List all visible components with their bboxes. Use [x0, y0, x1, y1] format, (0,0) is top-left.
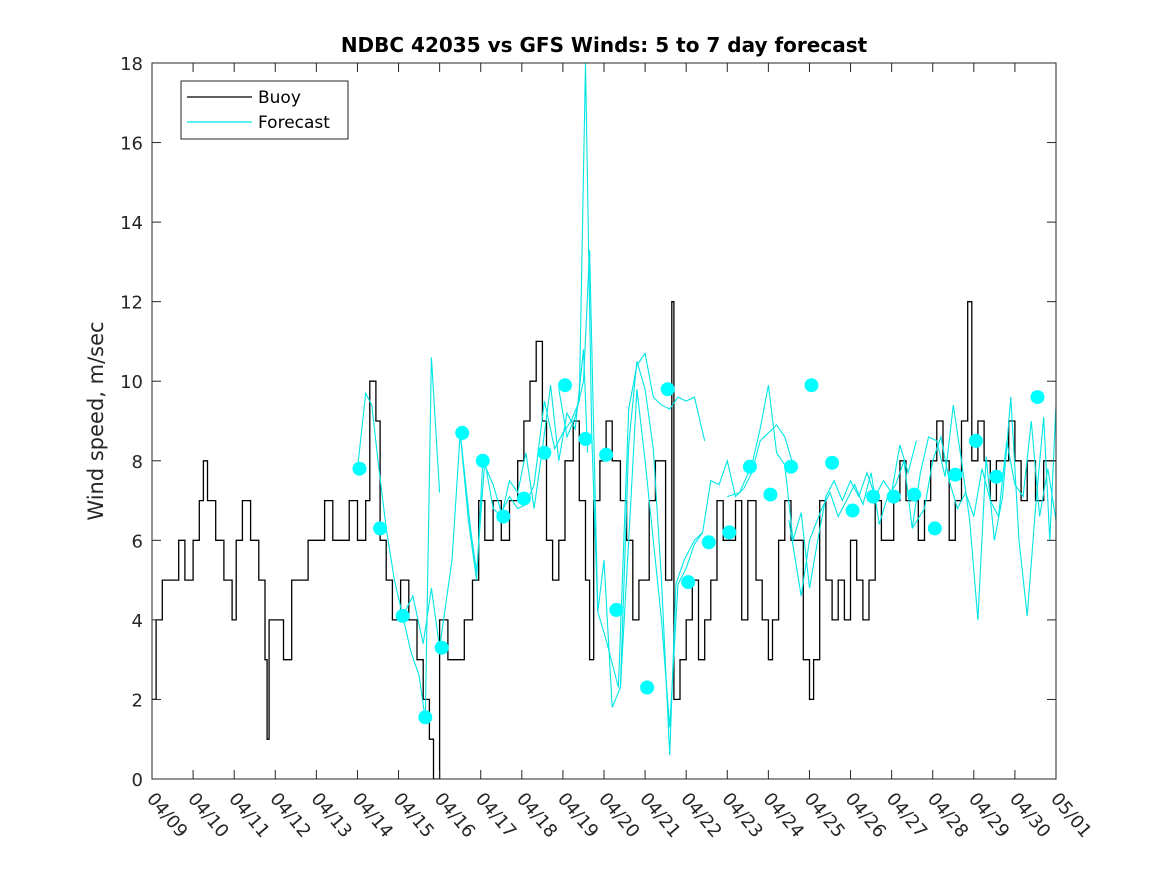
forecast-marker-2 [373, 521, 388, 536]
x-tick-label: 04/30 [1005, 789, 1054, 842]
y-tick-label: 14 [120, 213, 143, 234]
x-tick-label: 04/29 [964, 789, 1013, 842]
y-tick-label: 16 [120, 134, 143, 155]
x-axis: 04/0904/1004/1104/1204/1304/1404/1504/16… [142, 63, 1096, 842]
forecast-marker-4 [418, 710, 433, 725]
forecast-marker-21 [763, 487, 778, 502]
forecast-marker-10 [537, 445, 552, 460]
forecast-series-line-7 [788, 397, 1056, 620]
y-tick-label: 6 [132, 531, 143, 552]
x-tick-label: 04/15 [389, 789, 438, 842]
legend-box [180, 80, 349, 140]
legend-label-2: Forecast [258, 113, 330, 133]
x-tick-label: 04/25 [800, 789, 849, 842]
forecast-marker-24 [825, 455, 840, 470]
forecast-marker-19 [722, 525, 737, 540]
x-tick-label: 04/19 [553, 789, 602, 842]
forecast-series-line-5 [619, 361, 794, 756]
plot-frame [151, 62, 1057, 780]
plot-series [152, 63, 1056, 779]
forecast-marker-14 [609, 602, 624, 617]
forecast-marker-3 [395, 608, 410, 623]
x-tick-label: 04/27 [882, 789, 931, 842]
forecast-series-line-4 [558, 249, 706, 688]
y-tick-label: 0 [132, 770, 143, 791]
forecast-series-line-6 [727, 385, 917, 589]
forecast-marker-7 [475, 453, 490, 468]
y-tick-label: 2 [132, 690, 143, 711]
y-tick-label: 8 [132, 452, 143, 473]
x-tick-label: 04/22 [676, 789, 725, 842]
forecast-marker-22 [784, 459, 798, 474]
y-tick-label: 10 [120, 372, 143, 393]
forecast-marker-8 [496, 509, 511, 524]
forecast-marker-5 [434, 640, 449, 655]
legend-label-1: Buoy [258, 88, 301, 108]
forecast-series-line-8 [911, 420, 1056, 529]
forecast-marker-1 [352, 461, 367, 476]
buoy-series-line [152, 301, 1056, 779]
forecast-marker-29 [927, 521, 942, 536]
forecast-marker-30 [948, 467, 963, 482]
x-tick-label: 04/09 [142, 789, 191, 842]
forecast-marker-12 [578, 431, 593, 446]
forecast-marker-23 [804, 378, 819, 393]
forecast-marker-13 [599, 447, 614, 462]
y-tick-label: 4 [132, 611, 143, 632]
forecast-marker-15 [640, 680, 655, 695]
forecast-marker-32 [989, 469, 1004, 484]
forecast-marker-16 [660, 382, 675, 397]
x-tick-label: 04/13 [307, 789, 356, 842]
forecast-marker-18 [701, 535, 716, 550]
forecast-marker-26 [866, 489, 881, 504]
x-tick-label: 05/01 [1046, 789, 1095, 842]
forecast-marker-20 [742, 459, 757, 474]
y-tick-label: 18 [120, 54, 143, 75]
x-tick-label: 04/11 [224, 789, 273, 842]
forecast-marker-17 [681, 575, 696, 590]
chart-title: NDBC 42035 vs GFS Winds: 5 to 7 day fore… [341, 33, 868, 57]
x-tick-label: 04/10 [183, 789, 232, 842]
x-tick-label: 04/23 [717, 789, 766, 842]
plot-border [151, 62, 1057, 780]
x-tick-label: 04/28 [923, 789, 972, 842]
y-axis: 0 2 4 6 8 10 12 14 16 18 [120, 54, 1056, 791]
forecast-marker-33 [1030, 390, 1045, 405]
forecast-marker-9 [516, 491, 531, 506]
x-tick-label: 04/26 [841, 789, 890, 842]
x-tick-label: 04/20 [594, 789, 643, 842]
x-tick-label: 04/18 [512, 789, 561, 842]
x-tick-label: 04/21 [635, 789, 684, 842]
x-tick-label: 04/16 [430, 789, 479, 842]
forecast-marker-11 [558, 378, 572, 393]
forecast-series-line-1 [356, 357, 441, 720]
y-tick-label: 12 [120, 293, 143, 314]
y-axis-label: Wind speed, m/sec [84, 321, 108, 520]
forecast-marker-31 [968, 433, 983, 448]
forecast-marker-6 [455, 425, 470, 440]
x-tick-label: 04/24 [759, 789, 808, 842]
legend: Buoy Forecast [180, 80, 349, 140]
x-tick-label: 04/12 [265, 789, 314, 842]
x-tick-label: 04/14 [348, 789, 397, 842]
forecast-marker-28 [907, 487, 922, 502]
forecast-marker-25 [845, 503, 860, 518]
x-tick-label: 04/17 [471, 789, 520, 842]
forecast-marker-27 [886, 489, 901, 504]
